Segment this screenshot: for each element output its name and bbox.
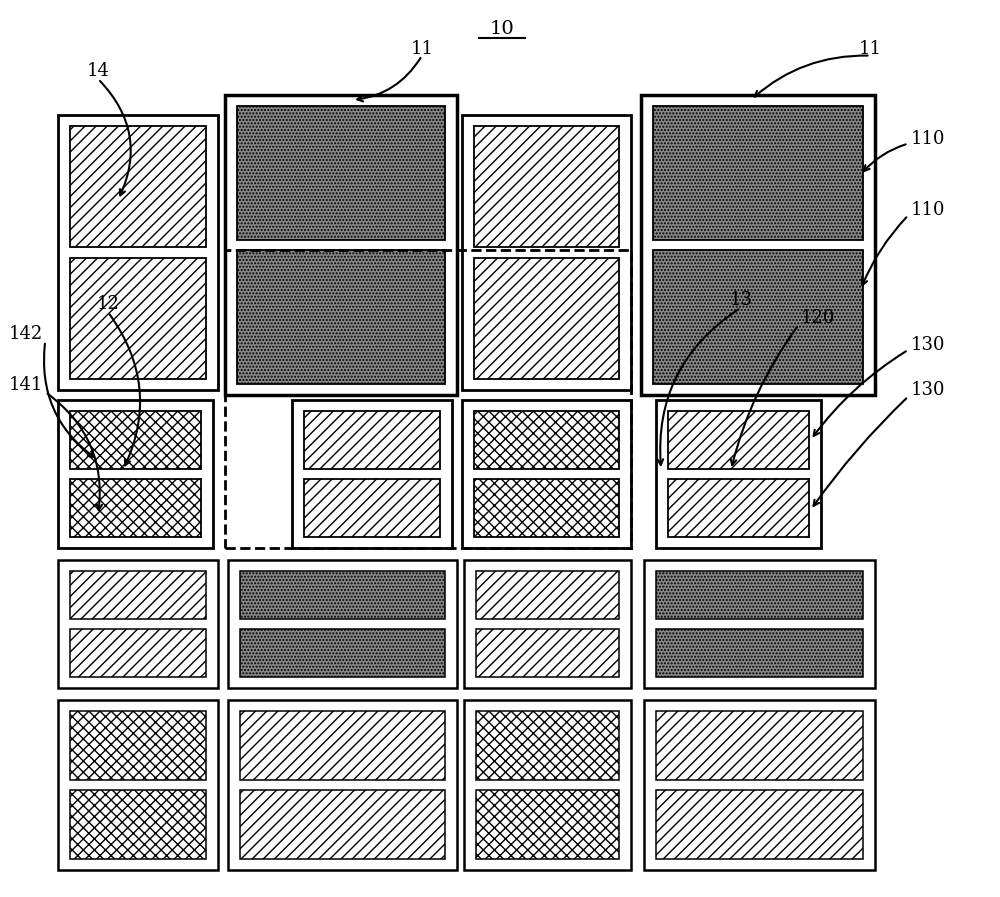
Bar	[656, 400, 821, 548]
Bar	[70, 710, 206, 779]
Bar	[70, 630, 206, 677]
Bar	[474, 479, 619, 537]
Bar	[58, 560, 218, 688]
Bar	[462, 400, 631, 548]
Text: 130: 130	[910, 335, 945, 353]
Bar	[656, 710, 863, 779]
Bar	[668, 479, 809, 537]
Bar	[58, 115, 218, 390]
Bar	[70, 257, 206, 379]
Bar	[237, 106, 445, 239]
Bar	[656, 570, 863, 619]
Text: 14: 14	[87, 62, 109, 80]
Bar	[644, 700, 875, 870]
Bar	[304, 411, 440, 468]
Bar	[292, 400, 452, 548]
Text: 120: 120	[801, 309, 835, 327]
Bar	[228, 700, 457, 870]
Bar	[474, 126, 619, 247]
Bar	[225, 250, 631, 548]
Text: 13: 13	[729, 291, 752, 309]
Text: 10: 10	[489, 20, 514, 38]
Bar	[653, 250, 863, 384]
Bar	[476, 710, 619, 779]
Bar	[228, 560, 457, 688]
Bar	[474, 411, 619, 468]
Text: 142: 142	[9, 325, 43, 343]
Text: 11: 11	[859, 39, 882, 57]
Bar	[58, 700, 218, 870]
Bar	[464, 560, 631, 688]
Bar	[240, 630, 445, 677]
Bar	[656, 790, 863, 859]
Bar	[653, 106, 863, 239]
Bar	[70, 479, 201, 537]
Bar	[476, 790, 619, 859]
Bar	[656, 630, 863, 677]
Bar	[464, 700, 631, 870]
Bar	[462, 115, 631, 390]
Text: 11: 11	[410, 39, 433, 57]
Bar	[70, 570, 206, 619]
Bar	[644, 560, 875, 688]
Bar	[237, 250, 445, 384]
Bar	[240, 710, 445, 779]
Bar	[70, 126, 206, 247]
Text: 130: 130	[910, 380, 945, 398]
Bar	[58, 400, 213, 548]
Bar	[476, 570, 619, 619]
Bar	[668, 411, 809, 468]
Text: 12: 12	[97, 295, 119, 313]
Bar	[641, 95, 875, 395]
Bar	[70, 411, 201, 468]
Bar	[476, 630, 619, 677]
Bar	[474, 257, 619, 379]
Bar	[304, 479, 440, 537]
Bar	[225, 95, 457, 395]
Bar	[240, 570, 445, 619]
Text: 110: 110	[910, 201, 945, 219]
Text: 141: 141	[9, 376, 43, 394]
Bar	[240, 790, 445, 859]
Text: 110: 110	[910, 129, 945, 147]
Bar	[70, 790, 206, 859]
